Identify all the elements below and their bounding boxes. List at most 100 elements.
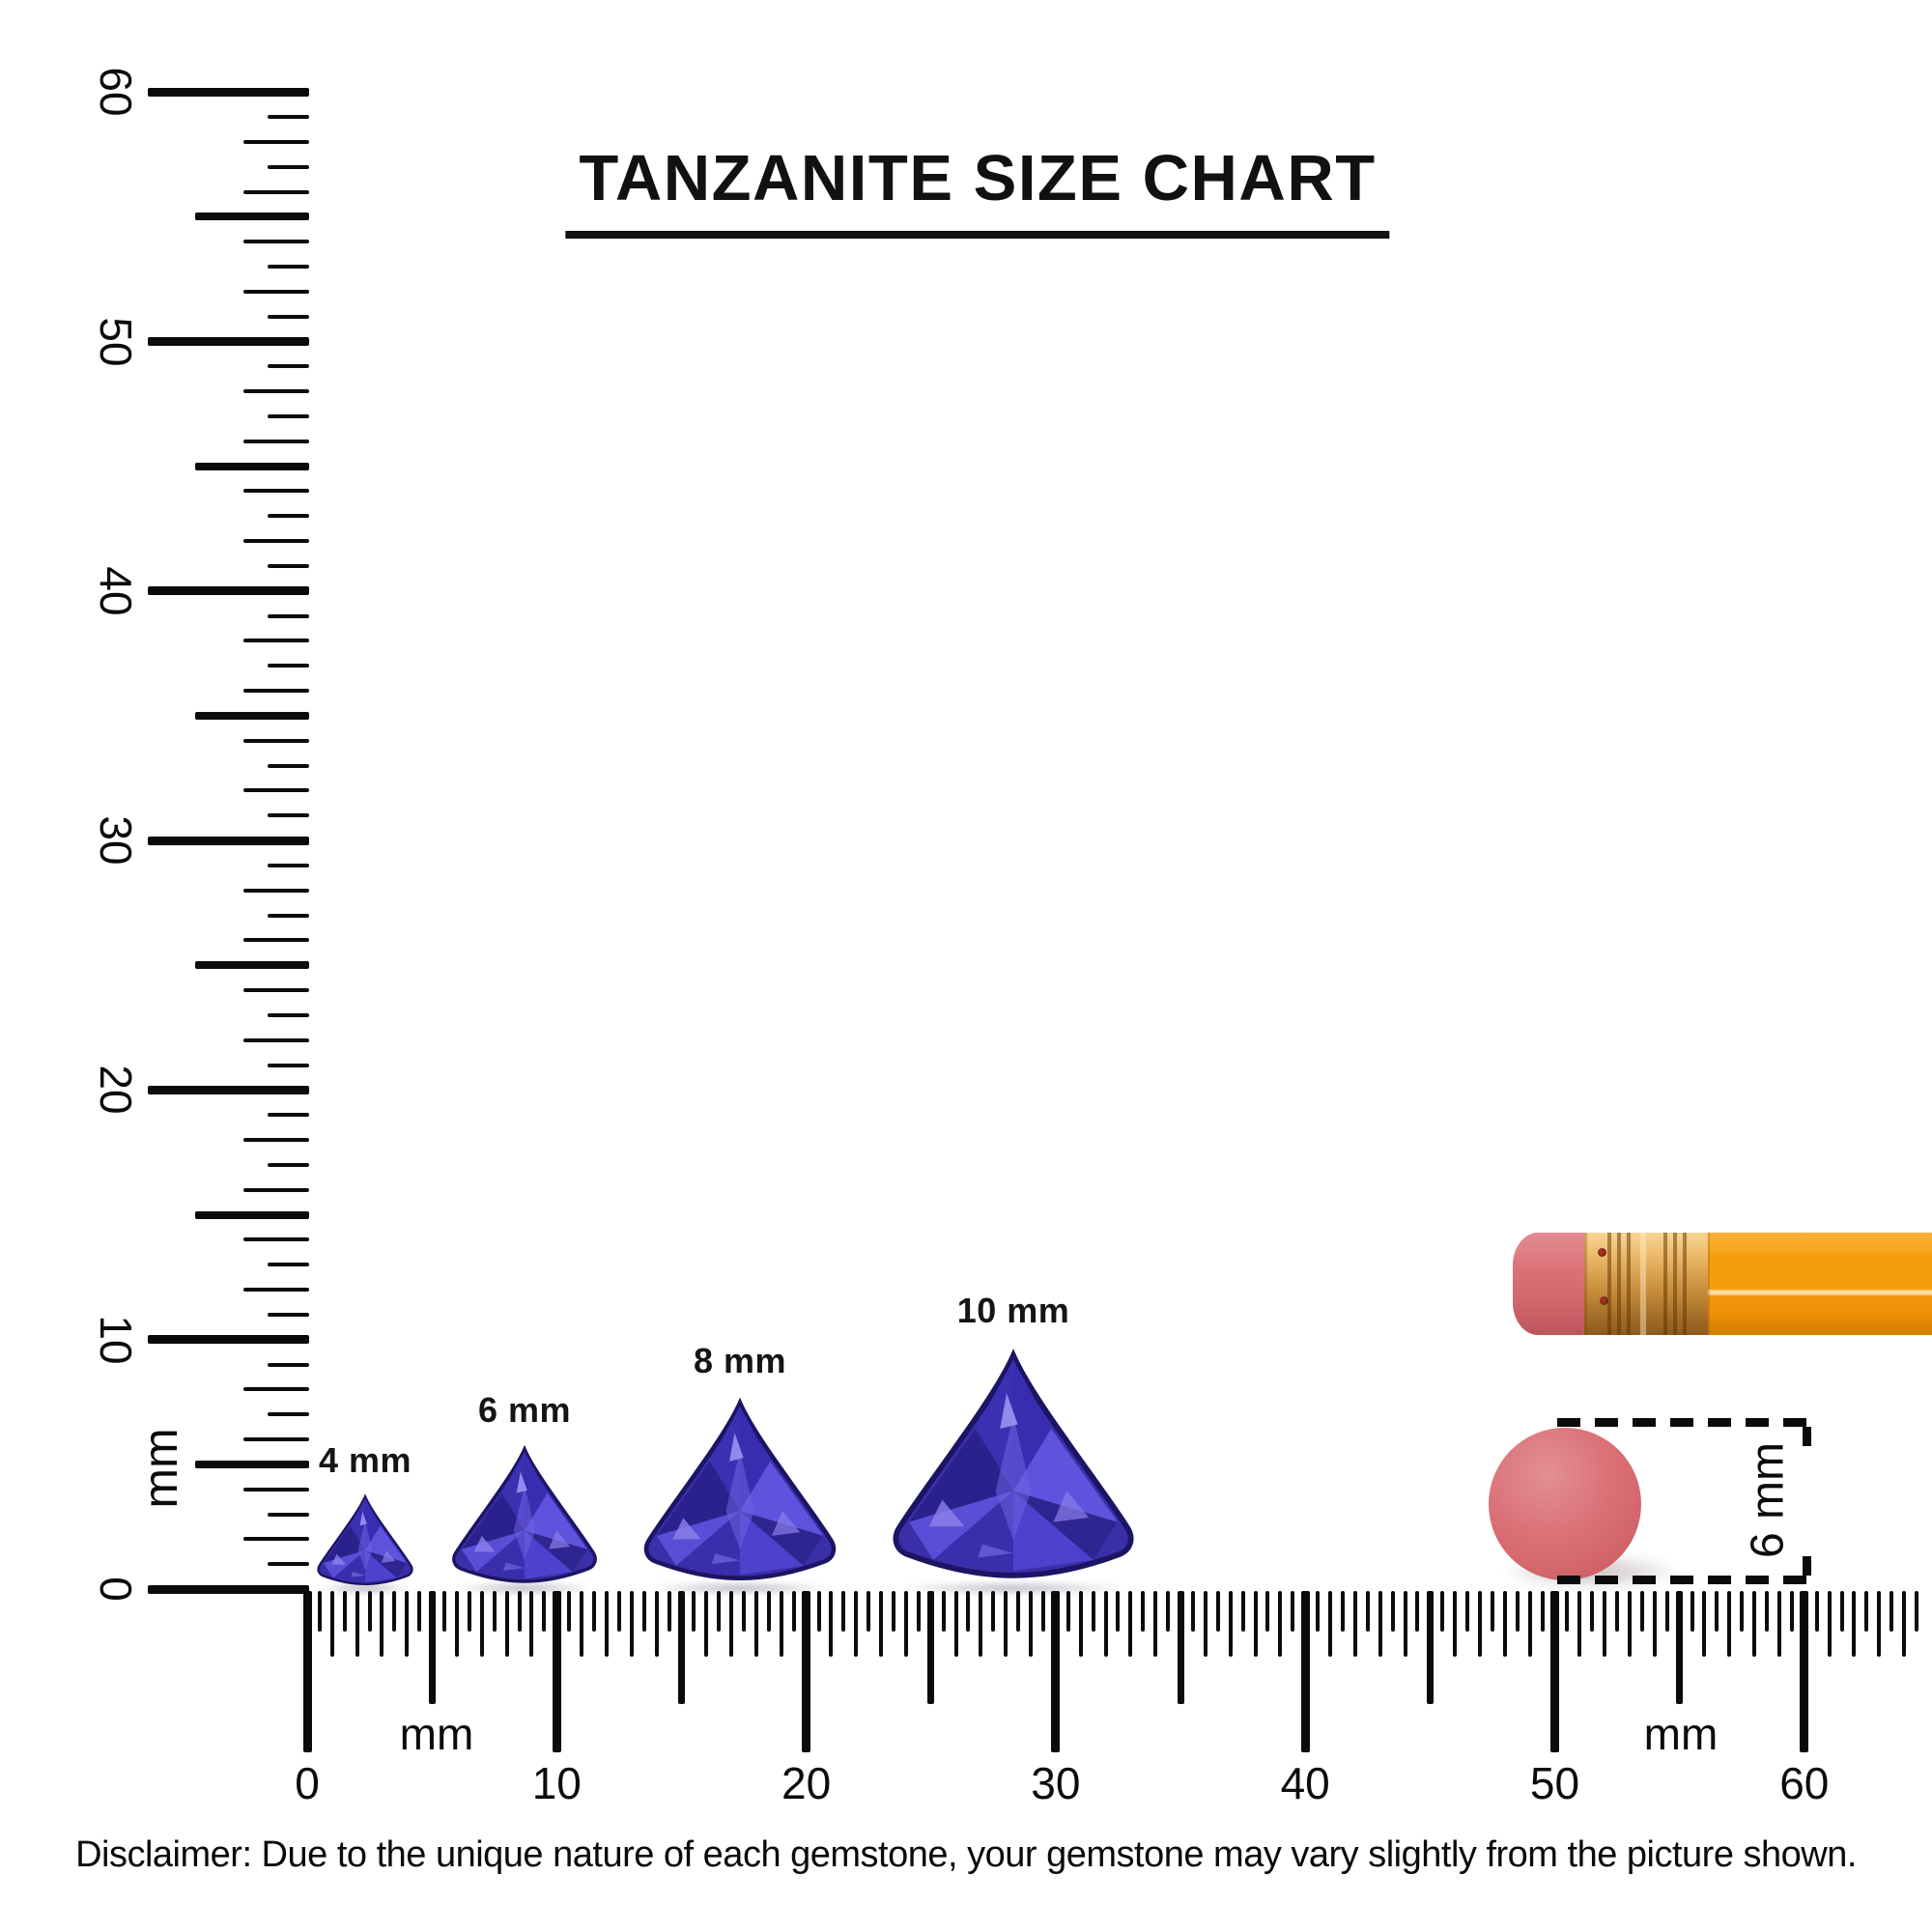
ruler-tick: [1752, 1591, 1757, 1657]
dimension-line-end-top: [1803, 1427, 1811, 1446]
ruler-tick: [442, 1591, 447, 1632]
ruler-tick: [1627, 1591, 1632, 1657]
ruler-tick: [148, 836, 309, 845]
ruler-tick: [1478, 1591, 1482, 1657]
ruler-tick: [529, 1591, 534, 1657]
ruler-tick: [1291, 1591, 1295, 1632]
ruler-tick: [380, 1591, 384, 1657]
ruler-tick: [148, 1085, 309, 1094]
ruler-tick: [268, 1412, 309, 1417]
ruler-tick: [1116, 1591, 1121, 1632]
horizontal-ruler-unit-label-left: mm: [399, 1709, 474, 1759]
ruler-tick: [268, 1312, 309, 1317]
disclaimer-text: Disclaimer: Due to the unique nature of …: [75, 1834, 1857, 1875]
ruler-tick: [454, 1591, 459, 1657]
ruler-tick: [1440, 1591, 1445, 1632]
ruler-tick: [467, 1591, 471, 1632]
ruler-tick: [1839, 1591, 1844, 1632]
ruler-tick: [195, 1210, 309, 1219]
ruler-tick: [243, 489, 309, 494]
ruler-tick: [317, 1591, 322, 1632]
ruler-tick: [268, 1162, 309, 1167]
ruler-tick: [1676, 1591, 1684, 1704]
ruler-tick: [243, 888, 309, 893]
ruler-tick: [1365, 1591, 1370, 1632]
ruler-tick: [268, 1512, 309, 1517]
ruler-tick: [1415, 1591, 1420, 1632]
horizontal-ruler-unit-label-right: mm: [1643, 1709, 1719, 1759]
ruler-tick: [268, 563, 309, 568]
ruler-tick: [268, 164, 309, 169]
ruler-tick: [841, 1591, 846, 1632]
ruler-tick: [1590, 1591, 1595, 1632]
ruler-tick: [1177, 1591, 1184, 1704]
ruler-tick: [616, 1591, 621, 1632]
gem-size-label: 8 mm: [693, 1341, 787, 1380]
ruler-tick: [1565, 1591, 1570, 1632]
ruler-tick: [243, 1537, 309, 1542]
ruler-label: 30: [91, 815, 141, 866]
ruler-tick: [742, 1591, 747, 1632]
dimension-line-top: [1557, 1418, 1814, 1427]
ruler-tick: [302, 1591, 312, 1752]
ruler-tick: [1051, 1591, 1061, 1752]
ruler-tick: [1253, 1591, 1258, 1657]
ruler-tick: [243, 788, 309, 793]
gem-size-label: 6 mm: [477, 1390, 572, 1430]
tanzanite-gem-4mm: [317, 1494, 413, 1586]
ruler-tick: [1004, 1591, 1009, 1657]
ruler-tick: [1103, 1591, 1108, 1657]
ruler-tick: [1091, 1591, 1095, 1632]
ruler-tick: [816, 1591, 821, 1632]
ruler-tick: [268, 1113, 309, 1118]
ruler-tick: [195, 711, 309, 720]
ruler-tick: [966, 1591, 971, 1632]
ruler-tick: [268, 763, 309, 768]
ruler-tick: [1690, 1591, 1694, 1632]
ruler-tick: [1453, 1591, 1458, 1657]
ruler-tick: [268, 863, 309, 867]
ruler-tick: [428, 1591, 436, 1704]
ruler-label: 60: [1779, 1758, 1830, 1808]
ruler-tick: [867, 1591, 871, 1632]
ruler-tick: [1652, 1591, 1657, 1657]
ruler-tick: [243, 389, 309, 394]
ruler-tick: [268, 314, 309, 319]
ruler-tick: [195, 213, 309, 221]
ruler-tick: [941, 1591, 946, 1632]
ruler-tick: [903, 1591, 908, 1657]
ruler-tick: [552, 1591, 561, 1752]
ruler-tick: [1190, 1591, 1195, 1632]
ruler-tick: [268, 265, 309, 269]
eraser-disc: [1489, 1428, 1641, 1580]
ruler-tick: [1065, 1591, 1070, 1632]
ruler-label: 40: [1280, 1758, 1330, 1808]
ruler-tick: [667, 1591, 671, 1632]
ruler-tick: [1615, 1591, 1620, 1632]
ruler-tick: [243, 738, 309, 743]
gem-size-label: 10 mm: [956, 1291, 1070, 1330]
ruler-tick: [1240, 1591, 1245, 1632]
ruler-tick: [1664, 1591, 1669, 1632]
ruler-tick: [342, 1591, 347, 1632]
ruler-tick: [879, 1591, 884, 1657]
ruler-tick: [1316, 1591, 1321, 1632]
ruler-tick: [1814, 1591, 1819, 1632]
ruler-tick: [1603, 1591, 1607, 1657]
ruler-tick: [268, 514, 309, 519]
ruler-tick: [953, 1591, 958, 1657]
ruler-tick: [243, 988, 309, 993]
ruler-tick: [268, 664, 309, 668]
ruler-tick: [991, 1591, 996, 1632]
ruler-label: 50: [1529, 1758, 1580, 1808]
ruler-tick: [1153, 1591, 1158, 1657]
ruler-tick: [1776, 1591, 1781, 1657]
ruler-tick: [1141, 1591, 1146, 1632]
ruler-tick: [517, 1591, 522, 1632]
ruler-tick: [268, 413, 309, 418]
ruler-tick: [916, 1591, 921, 1632]
ruler-tick: [1203, 1591, 1208, 1657]
ruler-tick: [195, 462, 309, 470]
ruler-tick: [753, 1591, 758, 1657]
ruler-tick: [243, 938, 309, 943]
